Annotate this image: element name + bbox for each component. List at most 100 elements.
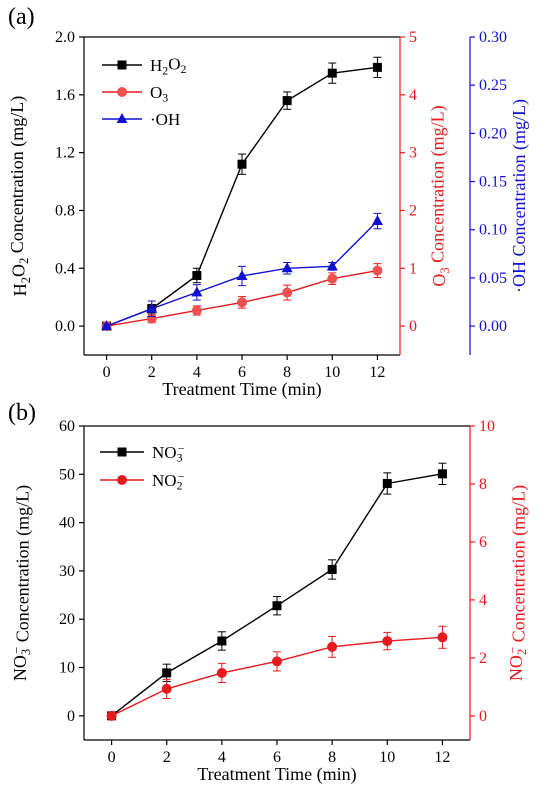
left-tick-label: 60 <box>59 418 75 435</box>
right1-tick-label: 0 <box>409 318 417 335</box>
data-point <box>327 273 338 284</box>
series-1 <box>106 625 448 721</box>
right1-tick-label: 0 <box>479 708 487 725</box>
data-point <box>327 68 337 78</box>
x-tick-label: 4 <box>193 364 201 381</box>
right1-axis-label: NO2− Concentration (mg/L) <box>505 485 529 681</box>
right1-tick-label: 2 <box>479 650 487 667</box>
data-point <box>101 320 113 331</box>
left-tick-label: 10 <box>59 660 75 677</box>
right2-axis-label: ·OH Concentration (mg/L) <box>509 99 530 293</box>
legend-label: ·OH <box>150 110 180 129</box>
x-tick-label: 6 <box>273 749 281 766</box>
x-tick-label: 2 <box>148 364 156 381</box>
data-point <box>282 96 292 106</box>
data-point <box>382 636 393 647</box>
legend-label: NO2− <box>152 470 185 493</box>
left-tick-label: 40 <box>59 515 75 532</box>
left-tick-label: 20 <box>59 611 75 628</box>
data-point <box>192 271 202 280</box>
data-point <box>272 656 282 667</box>
x-tick-label: 12 <box>434 749 450 766</box>
series-0 <box>107 462 447 721</box>
data-point <box>327 641 338 652</box>
data-point <box>281 262 293 273</box>
right2-tick-label: 0.25 <box>479 77 507 94</box>
right1-axis-label: O3 Concentration (mg/L) <box>427 105 451 286</box>
left-tick-label: 2.0 <box>55 29 75 46</box>
left-tick-label: 0 <box>67 708 75 725</box>
left-axis-label: NO3− Concentration (mg/L) <box>9 485 33 681</box>
data-point <box>217 636 227 646</box>
x-axis-label: Treatment Time (min) <box>162 379 321 400</box>
right1-tick-label: 4 <box>409 87 417 104</box>
data-point <box>161 683 172 694</box>
data-point <box>272 601 282 611</box>
right2-tick-label: 0.15 <box>479 174 507 191</box>
data-point <box>191 286 203 297</box>
x-tick-label: 8 <box>328 749 336 766</box>
data-point <box>237 297 247 308</box>
x-tick-label: 0 <box>103 364 111 381</box>
legend-label: H2O2 <box>150 54 187 77</box>
left-tick-label: 1.6 <box>55 87 75 104</box>
legend-label: O3 <box>150 83 168 105</box>
data-point <box>372 62 382 72</box>
right1-tick-label: 5 <box>409 29 417 46</box>
right2-tick-label: 0.05 <box>479 270 507 287</box>
x-tick-label: 8 <box>283 364 291 381</box>
right1-tick-label: 2 <box>409 202 417 219</box>
series-line <box>106 66 378 327</box>
left-axis-label: H2O2 Concentration (mg/L) <box>7 96 33 297</box>
data-point <box>327 564 337 574</box>
x-tick-label: 10 <box>324 364 340 381</box>
right1-tick-label: 6 <box>479 534 487 551</box>
right2-tick-label: 0.00 <box>479 318 507 335</box>
left-tick-label: 1.2 <box>55 145 75 162</box>
x-tick-label: 4 <box>218 749 226 766</box>
left-tick-label: 50 <box>59 466 75 483</box>
data-point <box>106 710 117 721</box>
right2-tick-label: 0.10 <box>479 222 507 239</box>
x-tick-label: 0 <box>108 749 116 766</box>
data-point <box>437 632 448 643</box>
data-point <box>382 478 392 488</box>
data-point <box>236 269 248 280</box>
data-point <box>326 260 338 271</box>
right1-tick-label: 3 <box>409 145 417 162</box>
right1-tick-label: 8 <box>479 476 487 493</box>
legend-marker <box>117 60 127 70</box>
data-point <box>372 265 383 276</box>
left-tick-label: 30 <box>59 563 75 580</box>
data-point <box>282 287 293 298</box>
legend-marker <box>116 113 128 123</box>
data-point <box>437 469 447 479</box>
right1-tick-label: 10 <box>479 418 495 435</box>
data-point <box>216 667 227 678</box>
right2-tick-label: 0.30 <box>479 29 507 46</box>
legend-marker <box>117 447 127 457</box>
right2-tick-label: 0.20 <box>479 125 507 142</box>
left-tick-label: 0.4 <box>55 260 75 277</box>
left-tick-label: 0.8 <box>55 202 75 219</box>
panel-label: (b) <box>8 400 36 426</box>
x-tick-label: 6 <box>238 364 246 381</box>
data-point <box>191 305 202 316</box>
right1-tick-label: 4 <box>479 592 487 609</box>
data-point <box>162 668 172 678</box>
x-tick-label: 10 <box>379 749 395 766</box>
x-axis-label: Treatment Time (min) <box>197 764 356 785</box>
series-2 <box>101 212 383 331</box>
right1-tick-label: 1 <box>409 260 417 277</box>
series-line <box>111 473 443 717</box>
x-tick-label: 2 <box>163 749 171 766</box>
data-point <box>371 215 383 226</box>
data-point <box>146 302 158 313</box>
data-point <box>237 159 247 169</box>
legend-marker <box>117 475 127 485</box>
legend-marker <box>117 87 127 97</box>
panel-label: (a) <box>8 4 35 30</box>
